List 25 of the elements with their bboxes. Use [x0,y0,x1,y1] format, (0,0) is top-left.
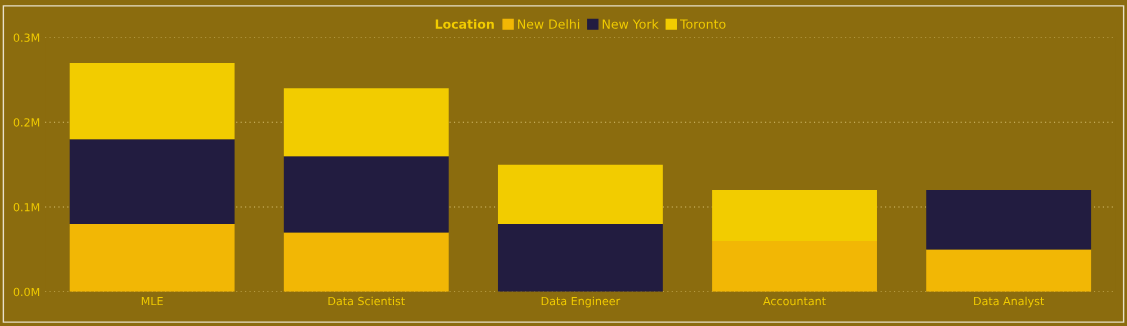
x-tick-label: Accountant [763,296,826,306]
bar [712,190,877,241]
bar [926,190,1092,250]
y-tick-label: 0.3M [13,33,40,42]
legend-label: New Delhi [518,19,580,29]
x-tick-label: MLE [141,296,163,306]
y-tick-label: 0.1M [13,202,40,212]
bar [712,240,877,292]
legend-title: Location [435,19,494,29]
legend-label: Toronto [680,19,726,29]
y-tick-label: 0.2M [13,118,40,127]
bar [283,156,449,233]
bar [69,139,235,224]
x-tick-label: Data Analyst [974,296,1045,308]
x-tick-label: Data Scientist [328,296,405,306]
bar [926,249,1092,292]
x-tick-label: Data Engineer [541,296,621,308]
legend-label: New York [602,19,659,29]
bar [283,232,449,292]
bar [283,88,449,157]
y-tick-label: 0.0M [13,287,40,297]
bar [497,164,663,224]
bar [69,223,235,292]
bar [69,62,235,140]
bar [497,223,663,292]
